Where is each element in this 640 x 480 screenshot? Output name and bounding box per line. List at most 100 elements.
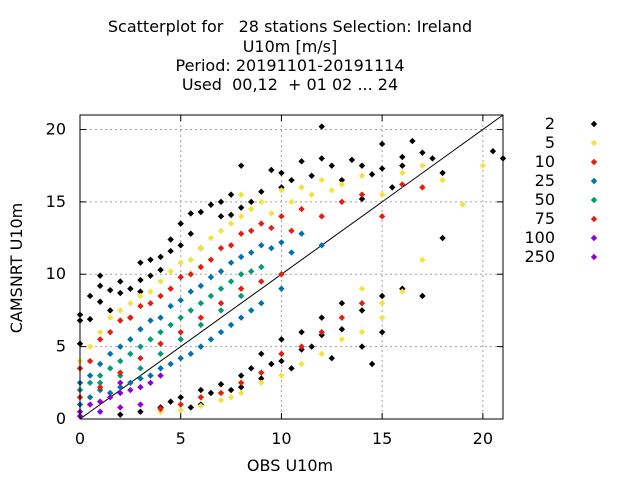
legend-marker [590, 215, 598, 223]
data-point [217, 268, 225, 275]
x-tick-label: 15 [372, 429, 392, 448]
data-point [96, 360, 104, 368]
data-point [197, 299, 205, 307]
data-point [237, 230, 245, 237]
data-point [278, 285, 285, 292]
data-point [86, 379, 94, 387]
data-point [489, 147, 497, 155]
data-point [399, 162, 406, 169]
data-point [258, 379, 265, 387]
data-point [187, 210, 194, 217]
data-point [217, 307, 225, 314]
data-point [308, 343, 315, 350]
data-point [378, 213, 386, 220]
data-point [127, 299, 134, 307]
data-point [358, 285, 366, 292]
legend-label: 10 [535, 152, 555, 171]
data-point [117, 278, 124, 285]
data-point [167, 268, 174, 275]
title-line-2: U10m [m/s] [242, 37, 338, 56]
data-point [227, 211, 235, 219]
data-point [127, 379, 134, 387]
data-point [187, 230, 194, 237]
data-point [207, 234, 215, 242]
data-point [288, 249, 295, 256]
data-point [227, 321, 235, 329]
data-point [217, 227, 225, 235]
data-point [318, 350, 325, 358]
title-line-3: Period: 20191101-20191114 [175, 56, 405, 75]
data-point [358, 299, 366, 307]
data-point [157, 365, 164, 372]
data-point [86, 315, 94, 323]
data-point [117, 369, 124, 376]
plot-frame [79, 114, 504, 420]
data-point [107, 328, 114, 336]
data-point [177, 407, 184, 414]
data-point [197, 314, 205, 321]
data-point [157, 266, 164, 274]
data-point [117, 289, 124, 297]
data-point [248, 307, 255, 314]
data-point [278, 213, 285, 220]
data-point [278, 187, 285, 194]
data-point [157, 278, 164, 285]
data-point [237, 379, 245, 387]
data-point [328, 187, 335, 194]
data-point [187, 271, 194, 278]
data-point [378, 140, 386, 148]
data-point [96, 408, 104, 415]
data-point [298, 184, 305, 191]
data-point [117, 357, 124, 365]
data-point [298, 328, 305, 336]
data-point [207, 292, 215, 300]
data-point [419, 256, 426, 263]
data-point [187, 256, 194, 263]
data-point [217, 396, 225, 404]
data-point [248, 227, 255, 235]
data-point [177, 297, 184, 304]
title-line-4: Used 00,12 + 01 02 ... 24 [181, 75, 399, 94]
data-point [207, 336, 215, 343]
data-point [107, 314, 114, 321]
legend-label: 50 [535, 190, 555, 209]
data-point [167, 360, 174, 368]
y-axis-ticks: 0 5 10 15 20 [46, 119, 503, 428]
data-point [419, 184, 426, 191]
data-point [237, 314, 245, 321]
data-point [258, 188, 265, 195]
data-point [147, 256, 154, 263]
data-point [137, 355, 144, 362]
data-point [237, 389, 245, 397]
y-tick-label: 20 [46, 119, 66, 138]
data-point [328, 355, 335, 362]
data-point [157, 340, 164, 347]
data-point [439, 176, 446, 184]
x-tick-label: 20 [473, 429, 493, 448]
data-point [258, 220, 265, 227]
data-point [358, 328, 366, 336]
data-point [237, 292, 245, 300]
legend-label: 2 [545, 114, 555, 133]
data-point [338, 181, 346, 188]
data-point [127, 314, 134, 321]
x-axis-ticks: 0 5 10 15 20 [75, 115, 493, 448]
data-point [217, 328, 225, 336]
data-point [96, 379, 104, 387]
data-point [86, 401, 94, 408]
data-point [288, 227, 295, 235]
data-point [419, 149, 426, 156]
data-point [268, 166, 275, 174]
x-tick-label: 5 [176, 429, 186, 448]
data-point [358, 195, 366, 203]
data-point [248, 205, 255, 213]
data-point [227, 242, 235, 249]
diagonal-line [79, 114, 504, 420]
data-point [147, 317, 154, 324]
data-point [167, 302, 174, 310]
data-point [318, 328, 325, 336]
data-point [227, 220, 235, 227]
data-point [419, 162, 426, 169]
data-point [288, 176, 295, 184]
data-point [318, 213, 325, 220]
